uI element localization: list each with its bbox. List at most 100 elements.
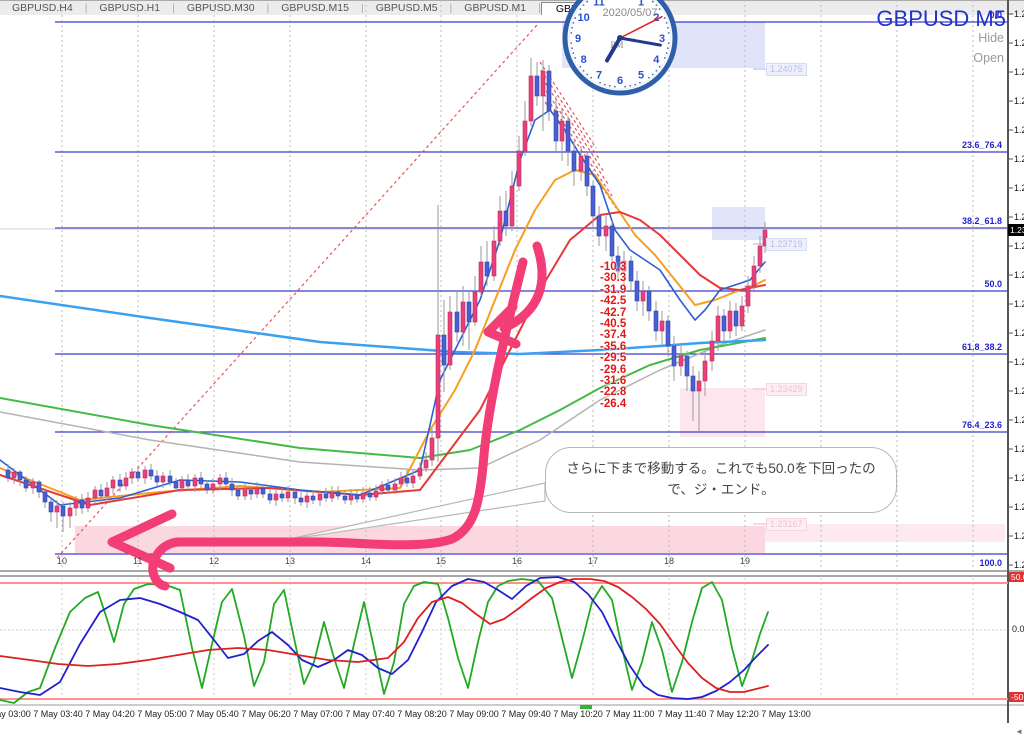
time-label: 7 May 08:20 — [397, 709, 447, 719]
clock-number: 4 — [653, 54, 660, 66]
clock-number: 2 — [653, 12, 659, 24]
price-tick-label: 1.23 — [1014, 386, 1024, 396]
price-tick-label: 1.23 — [1014, 299, 1024, 309]
time-axis-marker — [580, 705, 592, 709]
fib-level-label: 100.0 — [979, 558, 1002, 568]
clock-number: 5 — [638, 69, 644, 81]
price-tick-label: 1.24 — [1014, 125, 1024, 135]
fib-level-label: 50.0 — [984, 279, 1002, 289]
tab-separator: | — [172, 2, 175, 14]
arrow-long-left[interactable] — [107, 509, 177, 573]
pip-measurement: -31.9 — [600, 283, 627, 296]
price-tick-label: 1.22 — [1014, 473, 1024, 483]
price-tick-label: 1.24 — [1014, 67, 1024, 77]
clock-number: 10 — [578, 12, 590, 24]
pip-measurement: -30.3 — [600, 272, 627, 285]
clock-number: 12 — [614, 0, 626, 3]
pip-measurement: -35.6 — [600, 340, 627, 353]
oscillator-bottom-level: -50.0 — [1009, 692, 1024, 702]
analog-clock-widget: 1234567891011122020/05/07PM — [558, 0, 682, 104]
price-tick-label: 1.22 — [1014, 502, 1024, 512]
time-label: 7 May 11:00 — [605, 709, 655, 719]
tab-separator: | — [538, 2, 541, 14]
time-label: 7 May 06:20 — [241, 709, 291, 719]
clock-hour-hand — [605, 36, 622, 63]
hour-label: 15 — [436, 556, 447, 566]
time-label: 7 May 09:00 — [449, 709, 499, 719]
open-link[interactable]: Open — [973, 51, 1004, 65]
price-tick-label: 1.23 — [1014, 183, 1024, 193]
fib-level-label: 76.4_23.6 — [961, 420, 1002, 430]
pip-measurement: -22.8 — [600, 386, 627, 399]
tab-gbpusd.m1[interactable]: GBPUSD.M1 — [464, 2, 527, 14]
price-tick-label: 1.23 — [1014, 241, 1024, 251]
clock-date: 2020/05/07 — [602, 7, 657, 19]
time-label: 7 May 07:00 — [293, 709, 343, 719]
clock-number: 9 — [575, 33, 581, 45]
time-label: 7 May 03:00 — [0, 709, 31, 719]
price-tick-label: 1.23 — [1014, 415, 1024, 425]
price-tick-label: 1.24 — [1014, 38, 1024, 48]
price-tag: 1.23167 — [766, 518, 807, 531]
annotation-bubble[interactable]: さらに下まで移動する。これでも50.0を下回ったの で、ジ・エンド。 — [545, 447, 897, 513]
pip-measurement: -26.4 — [600, 397, 627, 410]
tab-gbpusd.m30[interactable]: GBPUSD.M30 — [186, 2, 255, 14]
clock-number: 8 — [581, 54, 587, 66]
tab-gbpusd.m5[interactable]: GBPUSD.M5 — [375, 2, 438, 14]
tab-gbpusd.h1[interactable]: GBPUSD.H1 — [99, 2, 161, 14]
fib-level-label: 61.8_38.2 — [961, 342, 1002, 352]
tab-scroll-arrow-icon[interactable]: ◄ — [1015, 727, 1023, 736]
price-tick-label: 1.22 — [1014, 444, 1024, 454]
tab-separator: | — [360, 2, 364, 14]
clock-number: 7 — [596, 69, 602, 81]
price-tick-label: 1.23 — [1014, 212, 1024, 222]
pip-measurement: -29.6 — [600, 363, 627, 376]
clock-second-hand — [619, 15, 663, 39]
symbol-title: GBPUSD M5 — [876, 6, 1006, 31]
time-label: 7 May 05:40 — [189, 709, 239, 719]
hour-label: 16 — [512, 556, 523, 566]
tab-gbpusd.h4[interactable]: GBPUSD.H4 — [12, 2, 73, 14]
tab-separator: | — [449, 2, 453, 14]
price-tick-label: 1.24 — [1014, 9, 1024, 19]
hour-label: 17 — [588, 556, 599, 566]
pip-measurement: -42.5 — [600, 295, 627, 308]
tab-separator: | — [84, 2, 88, 14]
price-tick-label: 1.23 — [1014, 154, 1024, 164]
arrow-small-curve[interactable] — [499, 241, 547, 333]
pip-measurement: -31.6 — [600, 375, 627, 387]
hour-label: 13 — [285, 556, 296, 566]
price-tick-label: 1.22 — [1014, 531, 1024, 541]
annotation-line1: さらに下まで移動する。これでも50.0を下回ったの — [566, 461, 876, 476]
time-label: 7 May 05:00 — [137, 709, 187, 719]
clock-number: 1 — [638, 0, 644, 9]
current-price-box: 1.23 — [1008, 224, 1024, 236]
oscillator-mid-level: 0.00 — [1012, 624, 1024, 634]
annotation-line2: で、ジ・エンド。 — [667, 481, 775, 497]
price-tick-label: 1.23 — [1014, 328, 1024, 338]
clock-number: 11 — [593, 0, 605, 9]
pip-measurement: -40.5 — [600, 318, 627, 330]
time-label: 7 May 09:40 — [501, 709, 551, 719]
tab-separator: | — [266, 2, 270, 14]
hour-label: 14 — [361, 556, 372, 566]
symbol-tab-bar[interactable]: GBPUSD.H4 | GBPUSD.H1 | GBPUSD.M30 | GBPUSD.M1… — [0, 0, 1024, 15]
hour-label: 12 — [209, 556, 220, 566]
price-tag: 1.24075 — [766, 63, 807, 76]
time-label: 7 May 11:40 — [657, 709, 707, 719]
time-label: 7 May 10:20 — [553, 709, 603, 719]
pip-measurement: -37.4 — [600, 329, 627, 342]
price-tick-label: 1.22 — [1014, 560, 1024, 570]
price-tick-label: 1.24 — [1014, 96, 1024, 106]
price-tick-label: 1.23 — [1014, 357, 1024, 367]
hide-link[interactable]: Hide — [978, 31, 1004, 45]
price-tag: 1.23429 — [766, 383, 807, 396]
tab-gbpusd.m15[interactable]: GBPUSD.M15 — [281, 2, 349, 14]
arrow-long-left[interactable] — [148, 537, 183, 591]
fib-level-label: 38.2_61.8 — [961, 216, 1002, 226]
arrow-long-left[interactable] — [173, 257, 528, 550]
pip-measurement: -29.5 — [600, 352, 627, 365]
oscillator-top-level: 50.0 — [1009, 572, 1024, 582]
